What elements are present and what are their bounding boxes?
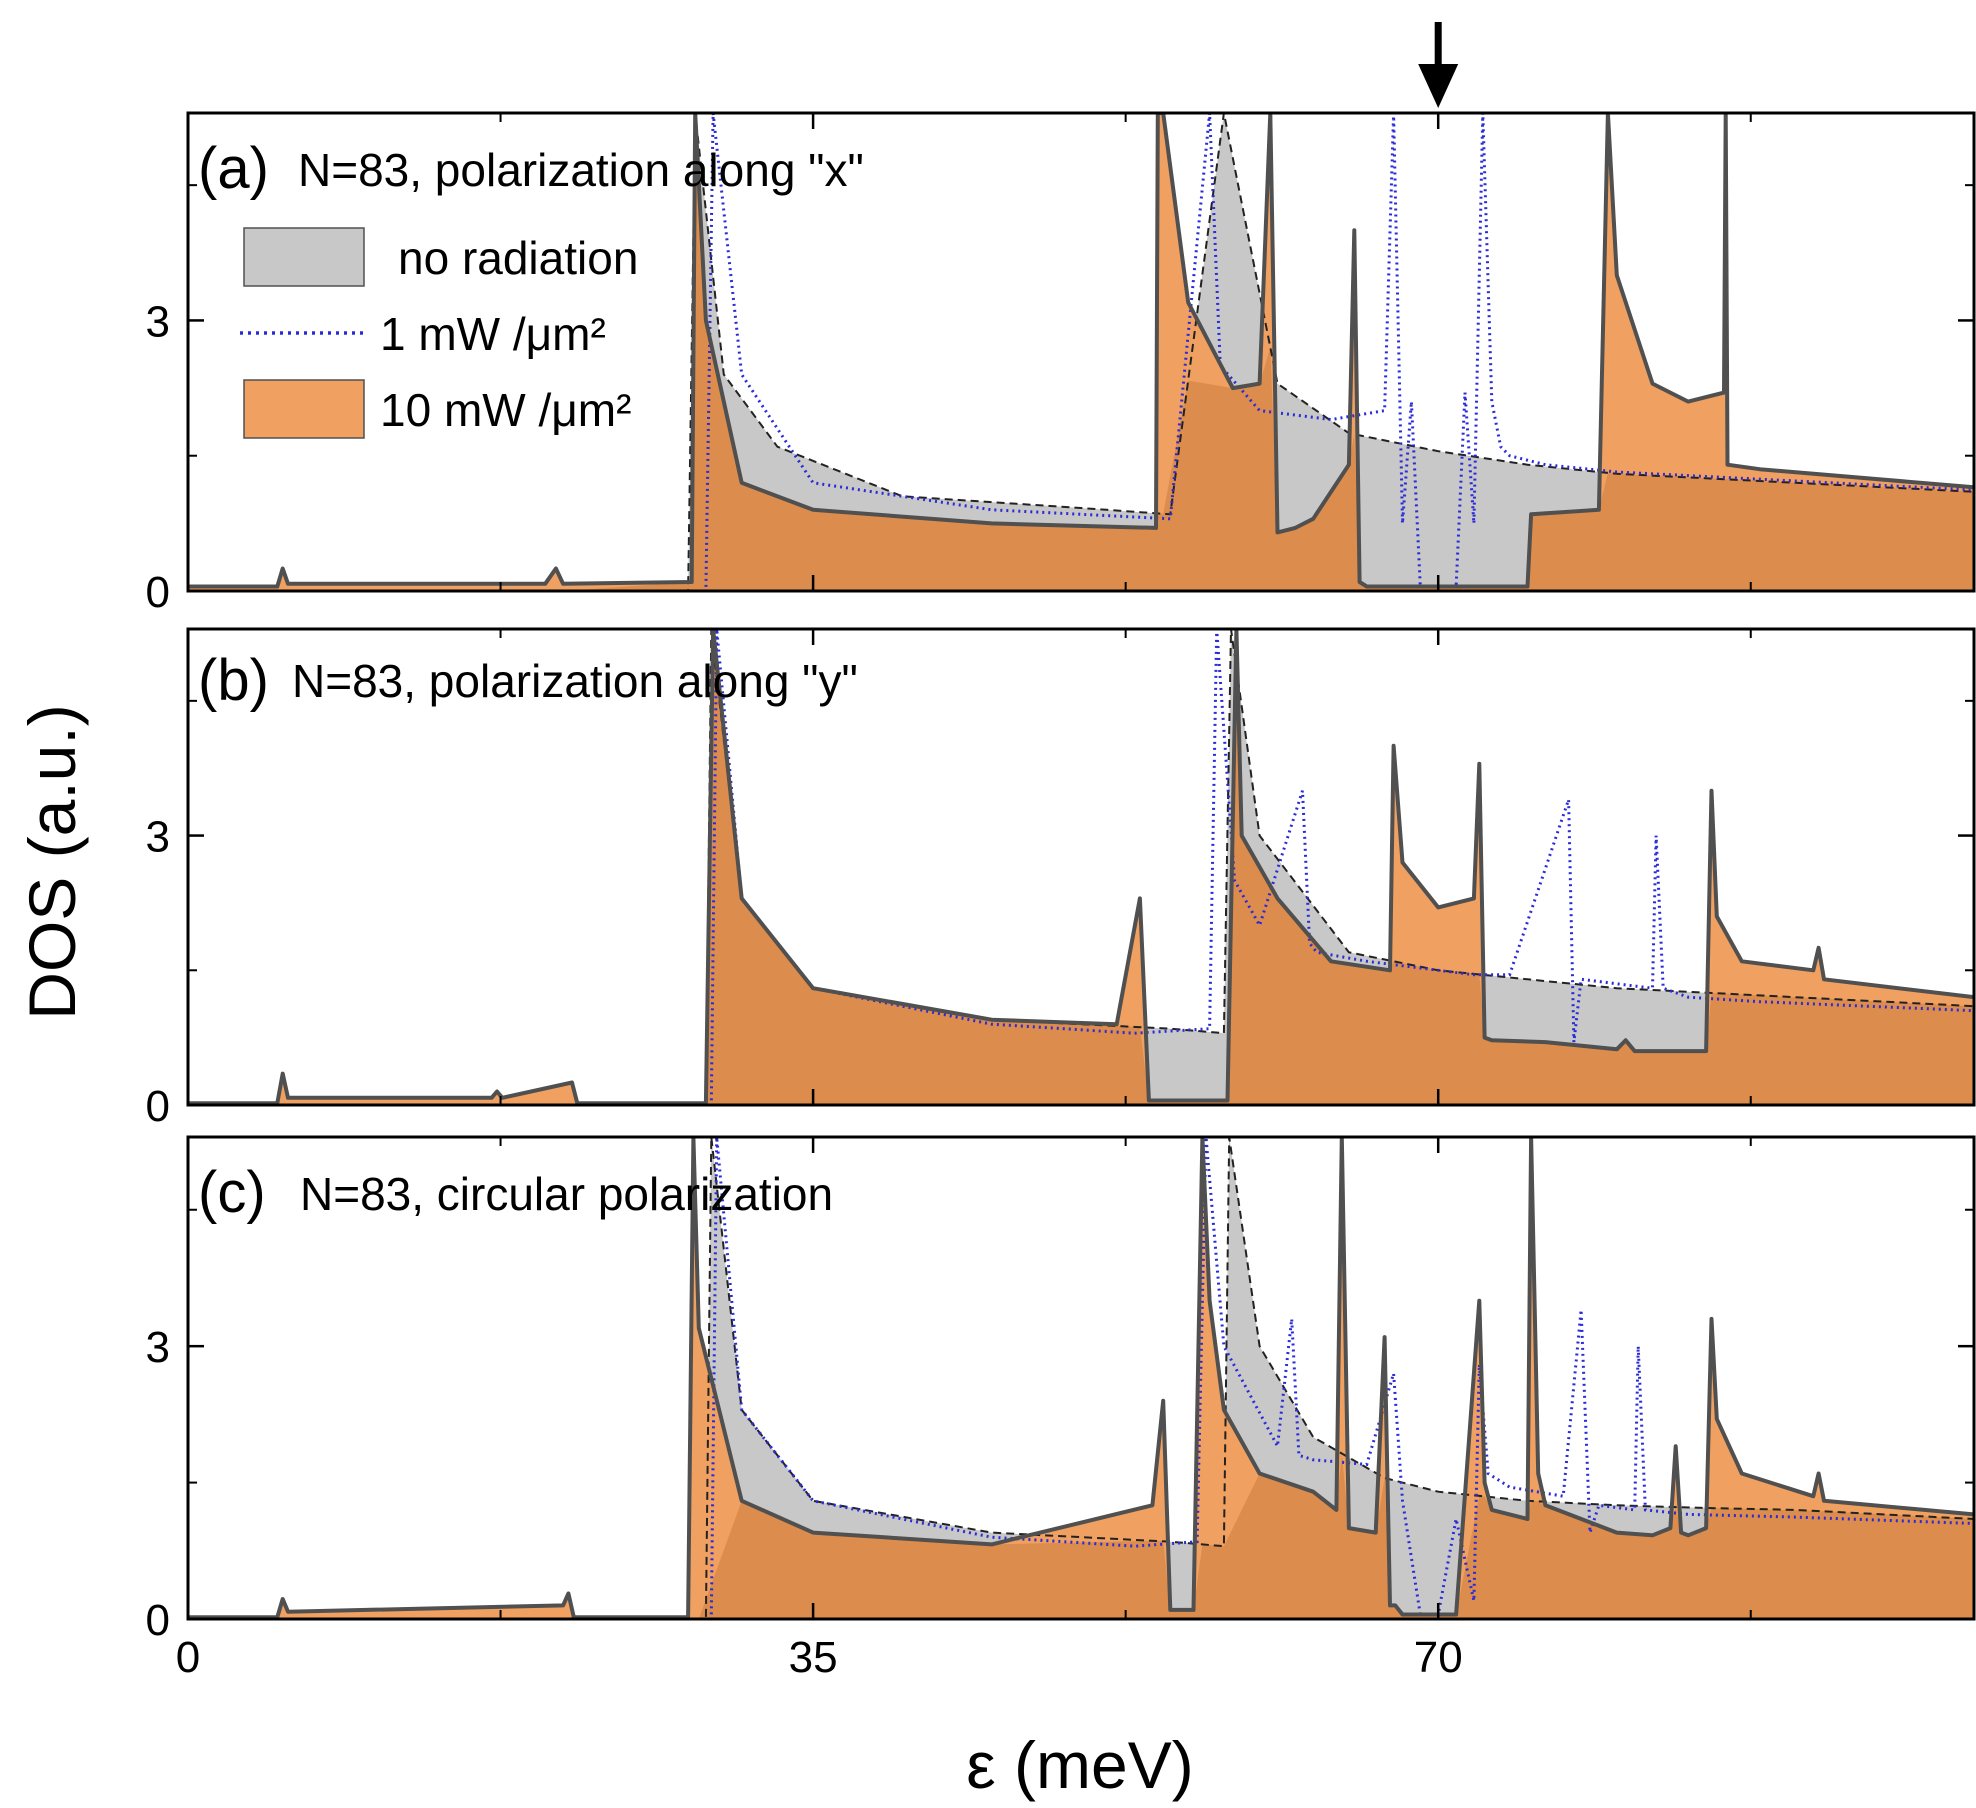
panel-c-frame — [186, 1135, 1976, 1621]
legend-swatch-no-radiation — [243, 227, 365, 287]
energy-marker-arrow — [1418, 22, 1459, 108]
x-tick-label: 0 — [176, 1633, 200, 1682]
y-tick-label: 3 — [146, 1323, 170, 1372]
y-axis-title: DOS (a.u.) — [15, 704, 89, 1019]
panel-a: 0 3 (a) N=83, polarization along "x" — [146, 111, 1976, 617]
panel-a-frame — [186, 111, 1976, 593]
arrow-head — [1418, 64, 1459, 108]
area-no-radiation — [188, 629, 1974, 1105]
legend-swatch-10mw — [243, 379, 365, 439]
y-tick-label: 3 — [146, 297, 170, 346]
area-no-radiation — [188, 113, 1974, 591]
panel-b-title: N=83, polarization along "y" — [292, 655, 858, 707]
series-10mw — [188, 629, 1974, 1105]
legend-label-10mw: 10 mW /μm² — [380, 384, 631, 436]
panel-c: 0 3 (c) N=83, circular polarization — [146, 1135, 1976, 1645]
panel-c-title: N=83, circular polarization — [300, 1168, 833, 1220]
panel-b-label: (b) — [198, 648, 269, 713]
series-no-radiation — [188, 1137, 1974, 1619]
panel-b-frame — [186, 627, 1976, 1107]
area-overlap — [188, 644, 1974, 1105]
panel-b: 0 3 (b) N=83, polarization along "y" — [146, 627, 1976, 1131]
series-10mw — [188, 113, 1974, 589]
panel-a-label: (a) — [198, 136, 269, 201]
y-tick-label: 0 — [146, 1596, 170, 1645]
area-overlap — [188, 1453, 1974, 1619]
x-axis-title: ε (meV) — [966, 1728, 1193, 1802]
series-1mw — [188, 629, 1974, 1105]
y-tick-label: 3 — [146, 813, 170, 862]
y-tick-label: 0 — [146, 568, 170, 617]
y-tick-label: 0 — [146, 1082, 170, 1131]
x-tick-label: 70 — [1414, 1633, 1463, 1682]
series-no-radiation — [188, 113, 1974, 591]
legend-label-1mw: 1 mW /μm² — [380, 308, 606, 360]
legend: no radiation 1 mW /μm² 10 mW /μm² — [240, 227, 638, 439]
area-overlap — [188, 113, 1974, 591]
panel-c-label: (c) — [198, 1160, 266, 1225]
x-tick-labels: 0 35 70 — [176, 1633, 1463, 1682]
x-tick-label: 35 — [789, 1633, 838, 1682]
series-10mw — [188, 1137, 1974, 1619]
panel-a-title: N=83, polarization along "x" — [298, 144, 864, 196]
legend-label-no-radiation: no radiation — [398, 232, 638, 284]
